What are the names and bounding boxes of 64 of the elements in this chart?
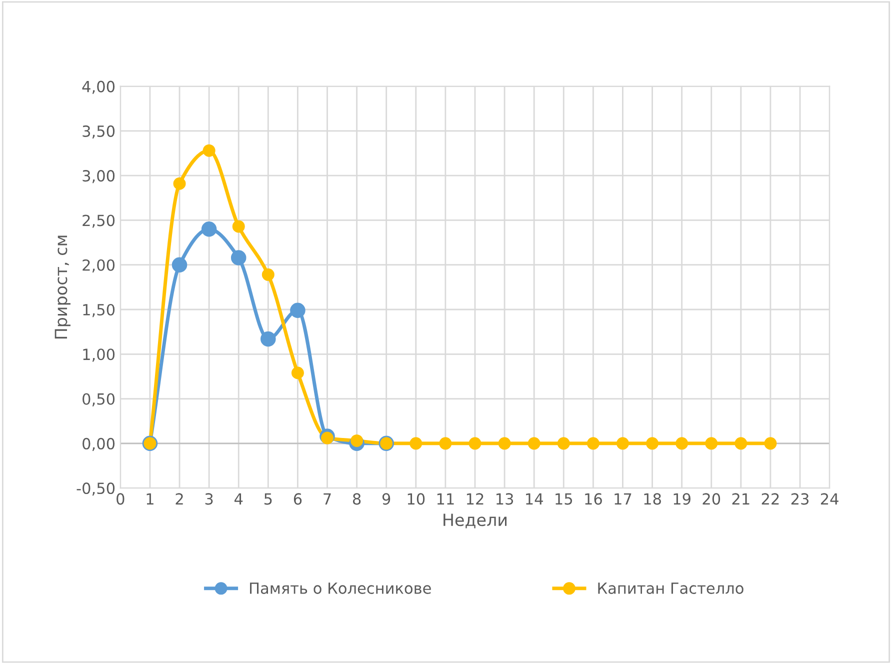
legend-label: Память о Колесникове: [250, 582, 431, 594]
point: [410, 437, 422, 450]
y-tick-label: 0,00: [82, 438, 115, 451]
point: [172, 257, 188, 272]
point: [676, 437, 688, 450]
x-tick-label: 0: [116, 493, 124, 505]
y-tick-label: 2,00: [82, 259, 115, 272]
point: [260, 331, 276, 347]
x-tick-label: 22: [762, 493, 779, 505]
x-tick-label: 19: [674, 493, 690, 505]
point: [468, 437, 482, 450]
point: [734, 437, 748, 450]
y-tick-label: 0,50: [82, 393, 115, 406]
point: [616, 437, 629, 450]
x-tick-label: 7: [324, 493, 331, 505]
x-tick-label: 3: [205, 493, 213, 505]
point: [202, 144, 216, 157]
x-tick-label: 6: [294, 493, 302, 505]
point: [262, 268, 274, 281]
point: [290, 302, 306, 318]
y-axis-title: Прирост, см: [54, 236, 70, 339]
x-tick-label: 21: [732, 493, 750, 505]
point: [201, 222, 217, 237]
point: [557, 437, 570, 450]
x-tick-label: 17: [614, 493, 632, 505]
x-tick-label: 20: [702, 493, 720, 505]
point: [350, 434, 364, 447]
point: [705, 437, 718, 450]
point: [586, 437, 600, 450]
x-tick-label: 15: [556, 493, 572, 505]
point: [321, 432, 334, 444]
point: [230, 250, 246, 266]
point: [291, 366, 304, 380]
y-tick-label: 1,00: [83, 348, 115, 362]
point: [498, 437, 511, 450]
x-tick-label: 18: [644, 493, 661, 505]
x-tick-label: 10: [408, 493, 425, 505]
x-tick-label: 12: [466, 493, 484, 505]
x-tick-label: 9: [382, 493, 390, 505]
x-axis-title: Недели: [444, 514, 506, 528]
point: [764, 437, 777, 450]
x-tick-label: 24: [820, 493, 838, 505]
point: [528, 437, 540, 450]
y-tick-label: 4,00: [82, 80, 115, 94]
point: [232, 220, 245, 233]
x-tick-label: 5: [264, 493, 272, 505]
y-tick-label: 2,50: [82, 214, 115, 228]
point: [439, 437, 452, 450]
y-tick-label: 3,50: [82, 125, 115, 139]
point: [646, 437, 659, 450]
x-tick-label: 16: [585, 493, 602, 505]
point: [173, 177, 186, 190]
x-tick-label: 2: [176, 493, 183, 505]
x-tick-label: 8: [352, 493, 361, 505]
y-tick-label: -0,50: [76, 482, 115, 496]
x-tick-label: 4: [234, 493, 243, 505]
y-tick-label: 3,00: [82, 170, 115, 184]
x-tick-label: 11: [437, 493, 454, 505]
x-tick-label: 1: [146, 493, 154, 505]
legend-label: Капитан Гастелло: [598, 582, 744, 594]
x-tick-label: 23: [791, 493, 809, 505]
x-tick-label: 13: [496, 493, 514, 505]
y-tick-label: 1,50: [83, 304, 115, 318]
x-tick-label: 14: [526, 493, 543, 505]
